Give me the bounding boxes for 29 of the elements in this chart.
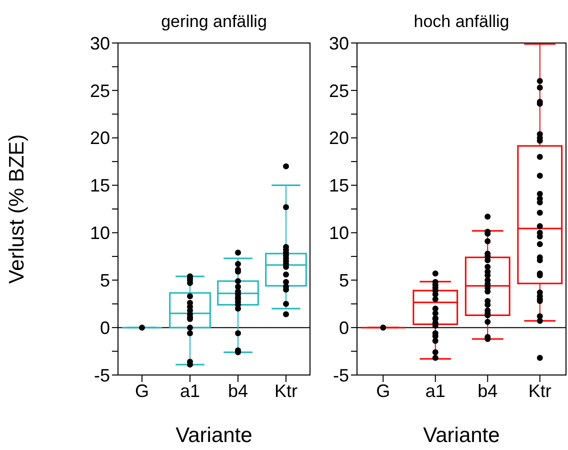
chart-title: gering anfällig bbox=[160, 12, 268, 32]
x-axis-title: Variante bbox=[176, 424, 252, 447]
x-tick-label: a1 bbox=[180, 380, 200, 401]
x-tick-label: Ktr bbox=[274, 380, 298, 401]
x-tick-label: G bbox=[134, 380, 150, 401]
x-axis-title: Variante bbox=[423, 424, 500, 447]
x-tick-label: a1 bbox=[425, 380, 446, 401]
x-tick-label: b4 bbox=[478, 380, 498, 401]
y-tick-label: -5 bbox=[94, 365, 110, 386]
y-tick-label: 15 bbox=[328, 176, 349, 196]
y-axis-title: Verlust (% BZE) bbox=[5, 134, 28, 284]
x-tick-label: G bbox=[376, 380, 390, 401]
y-tick-label: 30 bbox=[90, 33, 110, 54]
y-tick-label: 20 bbox=[90, 128, 110, 148]
y-tick-label: -5 bbox=[332, 365, 349, 386]
y-tick-label: 10 bbox=[90, 223, 110, 244]
chart-title: hoch anfällig bbox=[412, 12, 510, 32]
x-tick-label: b4 bbox=[228, 380, 248, 401]
y-tick-label: 10 bbox=[328, 223, 349, 244]
y-tick-label: 0 bbox=[338, 318, 349, 338]
y-tick-label: 5 bbox=[338, 270, 349, 291]
y-tick-label: 25 bbox=[328, 80, 349, 101]
y-tick-label: 30 bbox=[328, 33, 349, 54]
y-tick-label: 20 bbox=[328, 128, 349, 148]
y-tick-label: 15 bbox=[90, 176, 110, 196]
y-tick-label: 0 bbox=[100, 318, 110, 338]
y-tick-label: 5 bbox=[100, 270, 110, 291]
x-tick-label: Ktr bbox=[528, 380, 552, 401]
y-tick-label: 25 bbox=[90, 80, 110, 101]
